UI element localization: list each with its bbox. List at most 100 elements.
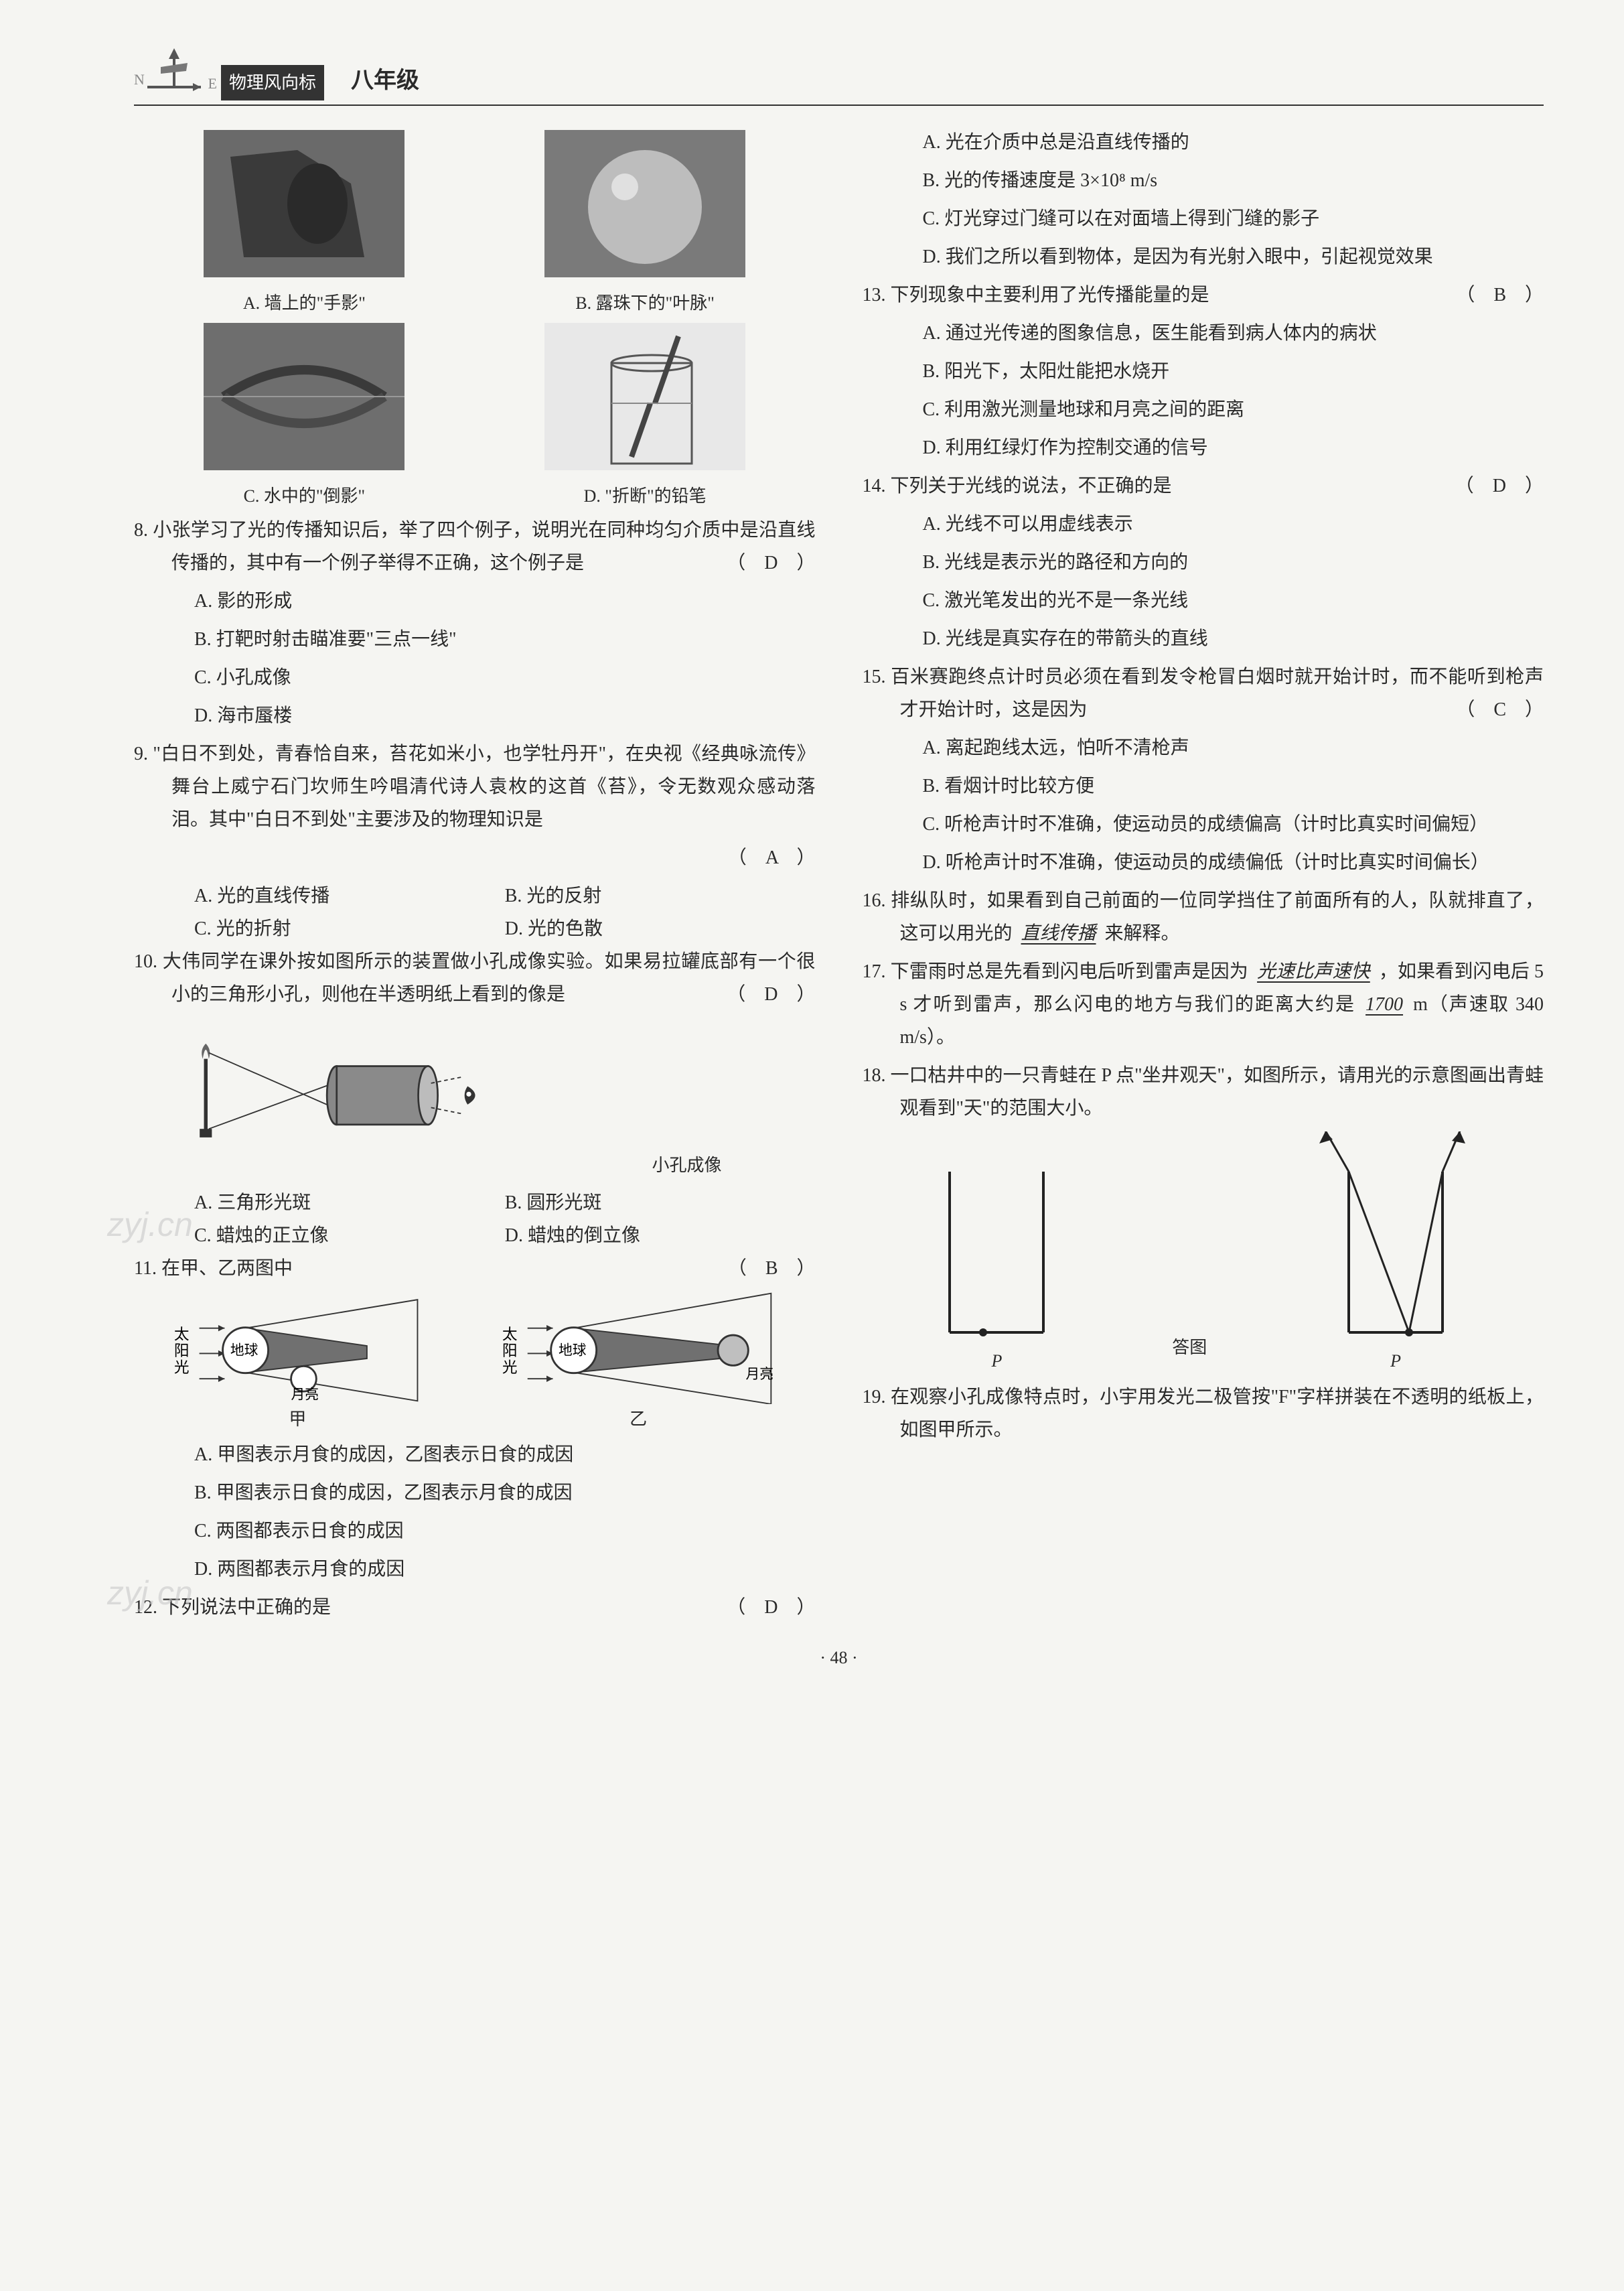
q14-opt-a: A. 光线不可以用虚线表示 bbox=[863, 508, 1544, 541]
q18-ans-label: 答图 bbox=[1172, 1332, 1207, 1377]
q10-opt-a: A. 三角形光斑 bbox=[194, 1186, 505, 1219]
q16-pre: 16. 排纵队时，如果看到自己前面的一位同学挡住了前面所有的人，队就排直了，这可… bbox=[863, 890, 1544, 944]
page-header: N E 物理风向标 八年级 bbox=[134, 40, 1544, 106]
q14-stem-text: 14. 下列关于光线的说法，不正确的是 bbox=[863, 476, 1172, 496]
q9-answer-row: （ A ） bbox=[134, 841, 816, 874]
q12-stem-text: 12. 下列说法中正确的是 bbox=[134, 1597, 331, 1618]
q11-fig-yi: 太阳光 地球 月亮 乙 bbox=[484, 1290, 792, 1435]
q8-stem-text: 8. 小张学习了光的传播知识后，举了四个例子，说明光在同种均匀介质中是沿直线传播… bbox=[134, 520, 816, 573]
q14-stem: 14. 下列关于光线的说法，不正确的是 （ D ） bbox=[863, 470, 1544, 502]
grade-label: 八年级 bbox=[351, 61, 419, 101]
q14-opt-b: B. 光线是表示光的路径和方向的 bbox=[863, 546, 1544, 579]
q11-opt-d: D. 两图都表示月食的成因 bbox=[134, 1553, 816, 1586]
q16: 16. 排纵队时，如果看到自己前面的一位同学挡住了前面所有的人，队就排直了，这可… bbox=[863, 884, 1544, 950]
compass-n: N bbox=[134, 67, 145, 93]
svg-text:太: 太 bbox=[502, 1326, 518, 1342]
left-column: A. 墙上的"手影" B. 露珠下的"叶脉" C. 水中的"倒影" D. bbox=[134, 126, 816, 1629]
q8-opt-b: B. 打靶时射击瞄准要"三点一线" bbox=[134, 623, 816, 656]
q9-opt-a: A. 光的直线传播 bbox=[194, 880, 505, 912]
q7-img-a: A. 墙上的"手影" bbox=[204, 130, 404, 319]
q9-stem-text: 9. "白日不到处，青春恰自来，苔花如米小，也学牡丹开"，在央视《经典咏流传》舞… bbox=[134, 744, 816, 830]
q10-figure: 小孔成像 bbox=[134, 1016, 816, 1181]
q9-opts-cd: C. 光的折射 D. 光的色散 bbox=[134, 912, 816, 945]
page-number: · 48 · bbox=[134, 1643, 1544, 1673]
q14-answer: （ D ） bbox=[1493, 470, 1544, 502]
q18-fig-left: P bbox=[903, 1131, 1090, 1377]
svg-text:地球: 地球 bbox=[559, 1342, 587, 1358]
q12-answer: （ D ） bbox=[764, 1591, 815, 1624]
q8-stem: 8. 小张学习了光的传播知识后，举了四个例子，说明光在同种均匀介质中是沿直线传播… bbox=[134, 514, 816, 579]
q11-opt-b: B. 甲图表示日食的成因，乙图表示月食的成因 bbox=[134, 1476, 816, 1509]
hand-shadow-image bbox=[204, 130, 404, 277]
q7-b-caption: B. 露珠下的"叶脉" bbox=[544, 288, 745, 319]
q16-post: 来解释。 bbox=[1105, 923, 1180, 944]
compass-icon: N E bbox=[134, 40, 214, 100]
q14-opt-c: C. 激光笔发出的光不是一条光线 bbox=[863, 584, 1544, 617]
q9-stem: 9. "白日不到处，青春恰自来，苔花如米小，也学牡丹开"，在央视《经典咏流传》舞… bbox=[134, 738, 816, 836]
q11-answer: （ B ） bbox=[765, 1252, 816, 1285]
q15-opt-b: B. 看烟计时比较方便 bbox=[863, 770, 1544, 803]
q12-opt-a: A. 光在介质中总是沿直线传播的 bbox=[863, 126, 1544, 159]
svg-text:月亮: 月亮 bbox=[746, 1367, 774, 1382]
q8-opt-c: C. 小孔成像 bbox=[134, 661, 816, 694]
q11-opt-a: A. 甲图表示月食的成因，乙图表示日食的成因 bbox=[134, 1438, 816, 1471]
q18-fig-right: P bbox=[1288, 1131, 1503, 1377]
q17-pre: 17. 下雷雨时总是先看到闪电后听到雷声是因为 bbox=[863, 961, 1248, 982]
q16-fill-1: 直线传播 bbox=[1017, 923, 1100, 944]
q7-img-c: C. 水中的"倒影" bbox=[204, 323, 404, 512]
q10-opt-c: C. 蜡烛的正立像 bbox=[194, 1219, 505, 1252]
q15-stem: 15. 百米赛跑终点计时员必须在看到发令枪冒白烟时就开始计时，而不能听到枪声才开… bbox=[863, 661, 1544, 726]
q18-p-right: P bbox=[1390, 1351, 1401, 1371]
q18-stem: 18. 一口枯井中的一只青蛙在 P 点"坐井观天"，如图所示，请用光的示意图画出… bbox=[863, 1059, 1544, 1125]
q7-image-row-2: C. 水中的"倒影" D. "折断"的铅笔 bbox=[134, 323, 816, 512]
series-badge: 物理风向标 bbox=[221, 65, 324, 101]
q9-opts-ab: A. 光的直线传播 B. 光的反射 bbox=[134, 880, 816, 912]
q13-stem-text: 13. 下列现象中主要利用了光传播能量的是 bbox=[863, 285, 1209, 305]
q8-opt-a: A. 影的形成 bbox=[134, 585, 816, 618]
q12-stem: 12. 下列说法中正确的是 （ D ） bbox=[134, 1591, 816, 1624]
q10-stem-text: 10. 大伟同学在课外按如图所示的装置做小孔成像实验。如果易拉罐底部有一个很小的… bbox=[134, 951, 816, 1005]
q8-answer: （ D ） bbox=[764, 547, 815, 579]
q11-stem: 11. 在甲、乙两图中 （ B ） bbox=[134, 1252, 816, 1285]
content-columns: A. 墙上的"手影" B. 露珠下的"叶脉" C. 水中的"倒影" D. bbox=[134, 126, 1544, 1629]
compass-e: E bbox=[208, 71, 217, 97]
svg-text:地球: 地球 bbox=[230, 1342, 259, 1358]
svg-text:阳: 阳 bbox=[174, 1342, 190, 1359]
q11-opt-c: C. 两图都表示日食的成因 bbox=[134, 1515, 816, 1547]
q13-opt-a: A. 通过光传递的图象信息，医生能看到病人体内的病状 bbox=[863, 317, 1544, 350]
q19-stem: 19. 在观察小孔成像特点时，小宇用发光二极管按"F"字样拼装在不透明的纸板上，… bbox=[863, 1381, 1544, 1446]
q7-img-b: B. 露珠下的"叶脉" bbox=[544, 130, 745, 319]
q12-opt-c: C. 灯光穿过门缝可以在对面墙上得到门缝的影子 bbox=[863, 202, 1544, 235]
q12-opt-b: B. 光的传播速度是 3×10⁸ m/s bbox=[863, 164, 1544, 197]
q9-opt-d: D. 光的色散 bbox=[505, 912, 816, 945]
q10-opts-cd: C. 蜡烛的正立像 D. 蜡烛的倒立像 bbox=[134, 1219, 816, 1252]
q14-opt-d: D. 光线是真实存在的带箭头的直线 bbox=[863, 622, 1544, 655]
q7-a-caption: A. 墙上的"手影" bbox=[204, 288, 404, 319]
svg-text:月亮: 月亮 bbox=[291, 1387, 319, 1402]
q11-stem-text: 11. 在甲、乙两图中 bbox=[134, 1258, 293, 1279]
svg-text:光: 光 bbox=[174, 1359, 190, 1375]
q15-opt-d: D. 听枪声计时不准确，使运动员的成绩偏低（计时比真实时间偏长） bbox=[863, 846, 1544, 879]
q17: 17. 下雷雨时总是先看到闪电后听到雷声是因为 光速比声速快 ，如果看到闪电后 … bbox=[863, 955, 1544, 1054]
q12-opt-d: D. 我们之所以看到物体，是因为有光射入眼中，引起视觉效果 bbox=[863, 240, 1544, 273]
q9-opt-b: B. 光的反射 bbox=[505, 880, 816, 912]
q13-answer: （ B ） bbox=[1493, 279, 1544, 311]
q18-figures: P 答图 P bbox=[863, 1131, 1544, 1377]
q15-stem-text: 15. 百米赛跑终点计时员必须在看到发令枪冒白烟时就开始计时，而不能听到枪声才开… bbox=[863, 667, 1544, 720]
q18-p-left: P bbox=[991, 1351, 1002, 1371]
q13-opt-b: B. 阳光下，太阳灶能把水烧开 bbox=[863, 355, 1544, 388]
q10-opt-d: D. 蜡烛的倒立像 bbox=[505, 1219, 816, 1252]
q17-fill-2: 1700 bbox=[1361, 994, 1407, 1015]
svg-text:光: 光 bbox=[502, 1359, 518, 1375]
broken-pencil-image bbox=[544, 323, 745, 470]
q13-stem: 13. 下列现象中主要利用了光传播能量的是 （ B ） bbox=[863, 279, 1544, 311]
q17-fill-1: 光速比声速快 bbox=[1253, 961, 1374, 982]
right-column: A. 光在介质中总是沿直线传播的 B. 光的传播速度是 3×10⁸ m/s C.… bbox=[863, 126, 1544, 1629]
dewdrop-image bbox=[544, 130, 745, 277]
q10-answer: （ D ） bbox=[764, 978, 815, 1011]
q7-image-row-1: A. 墙上的"手影" B. 露珠下的"叶脉" bbox=[134, 130, 816, 319]
q15-opt-c: C. 听枪声计时不准确，使运动员的成绩偏高（计时比真实时间偏短） bbox=[863, 808, 1544, 841]
q13-opt-d: D. 利用红绿灯作为控制交通的信号 bbox=[863, 431, 1544, 464]
svg-text:阳: 阳 bbox=[502, 1342, 518, 1359]
q11-fig-jia: 太阳光 地球 月亮 甲 bbox=[157, 1290, 438, 1435]
